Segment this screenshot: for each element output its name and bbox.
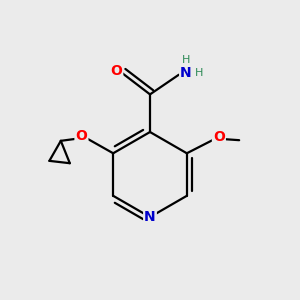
Text: O: O xyxy=(76,129,87,142)
Text: O: O xyxy=(110,64,122,77)
Text: O: O xyxy=(213,130,225,144)
Text: H: H xyxy=(182,55,190,65)
Text: H: H xyxy=(195,68,203,78)
Text: N: N xyxy=(180,66,192,80)
Text: N: N xyxy=(144,210,156,224)
